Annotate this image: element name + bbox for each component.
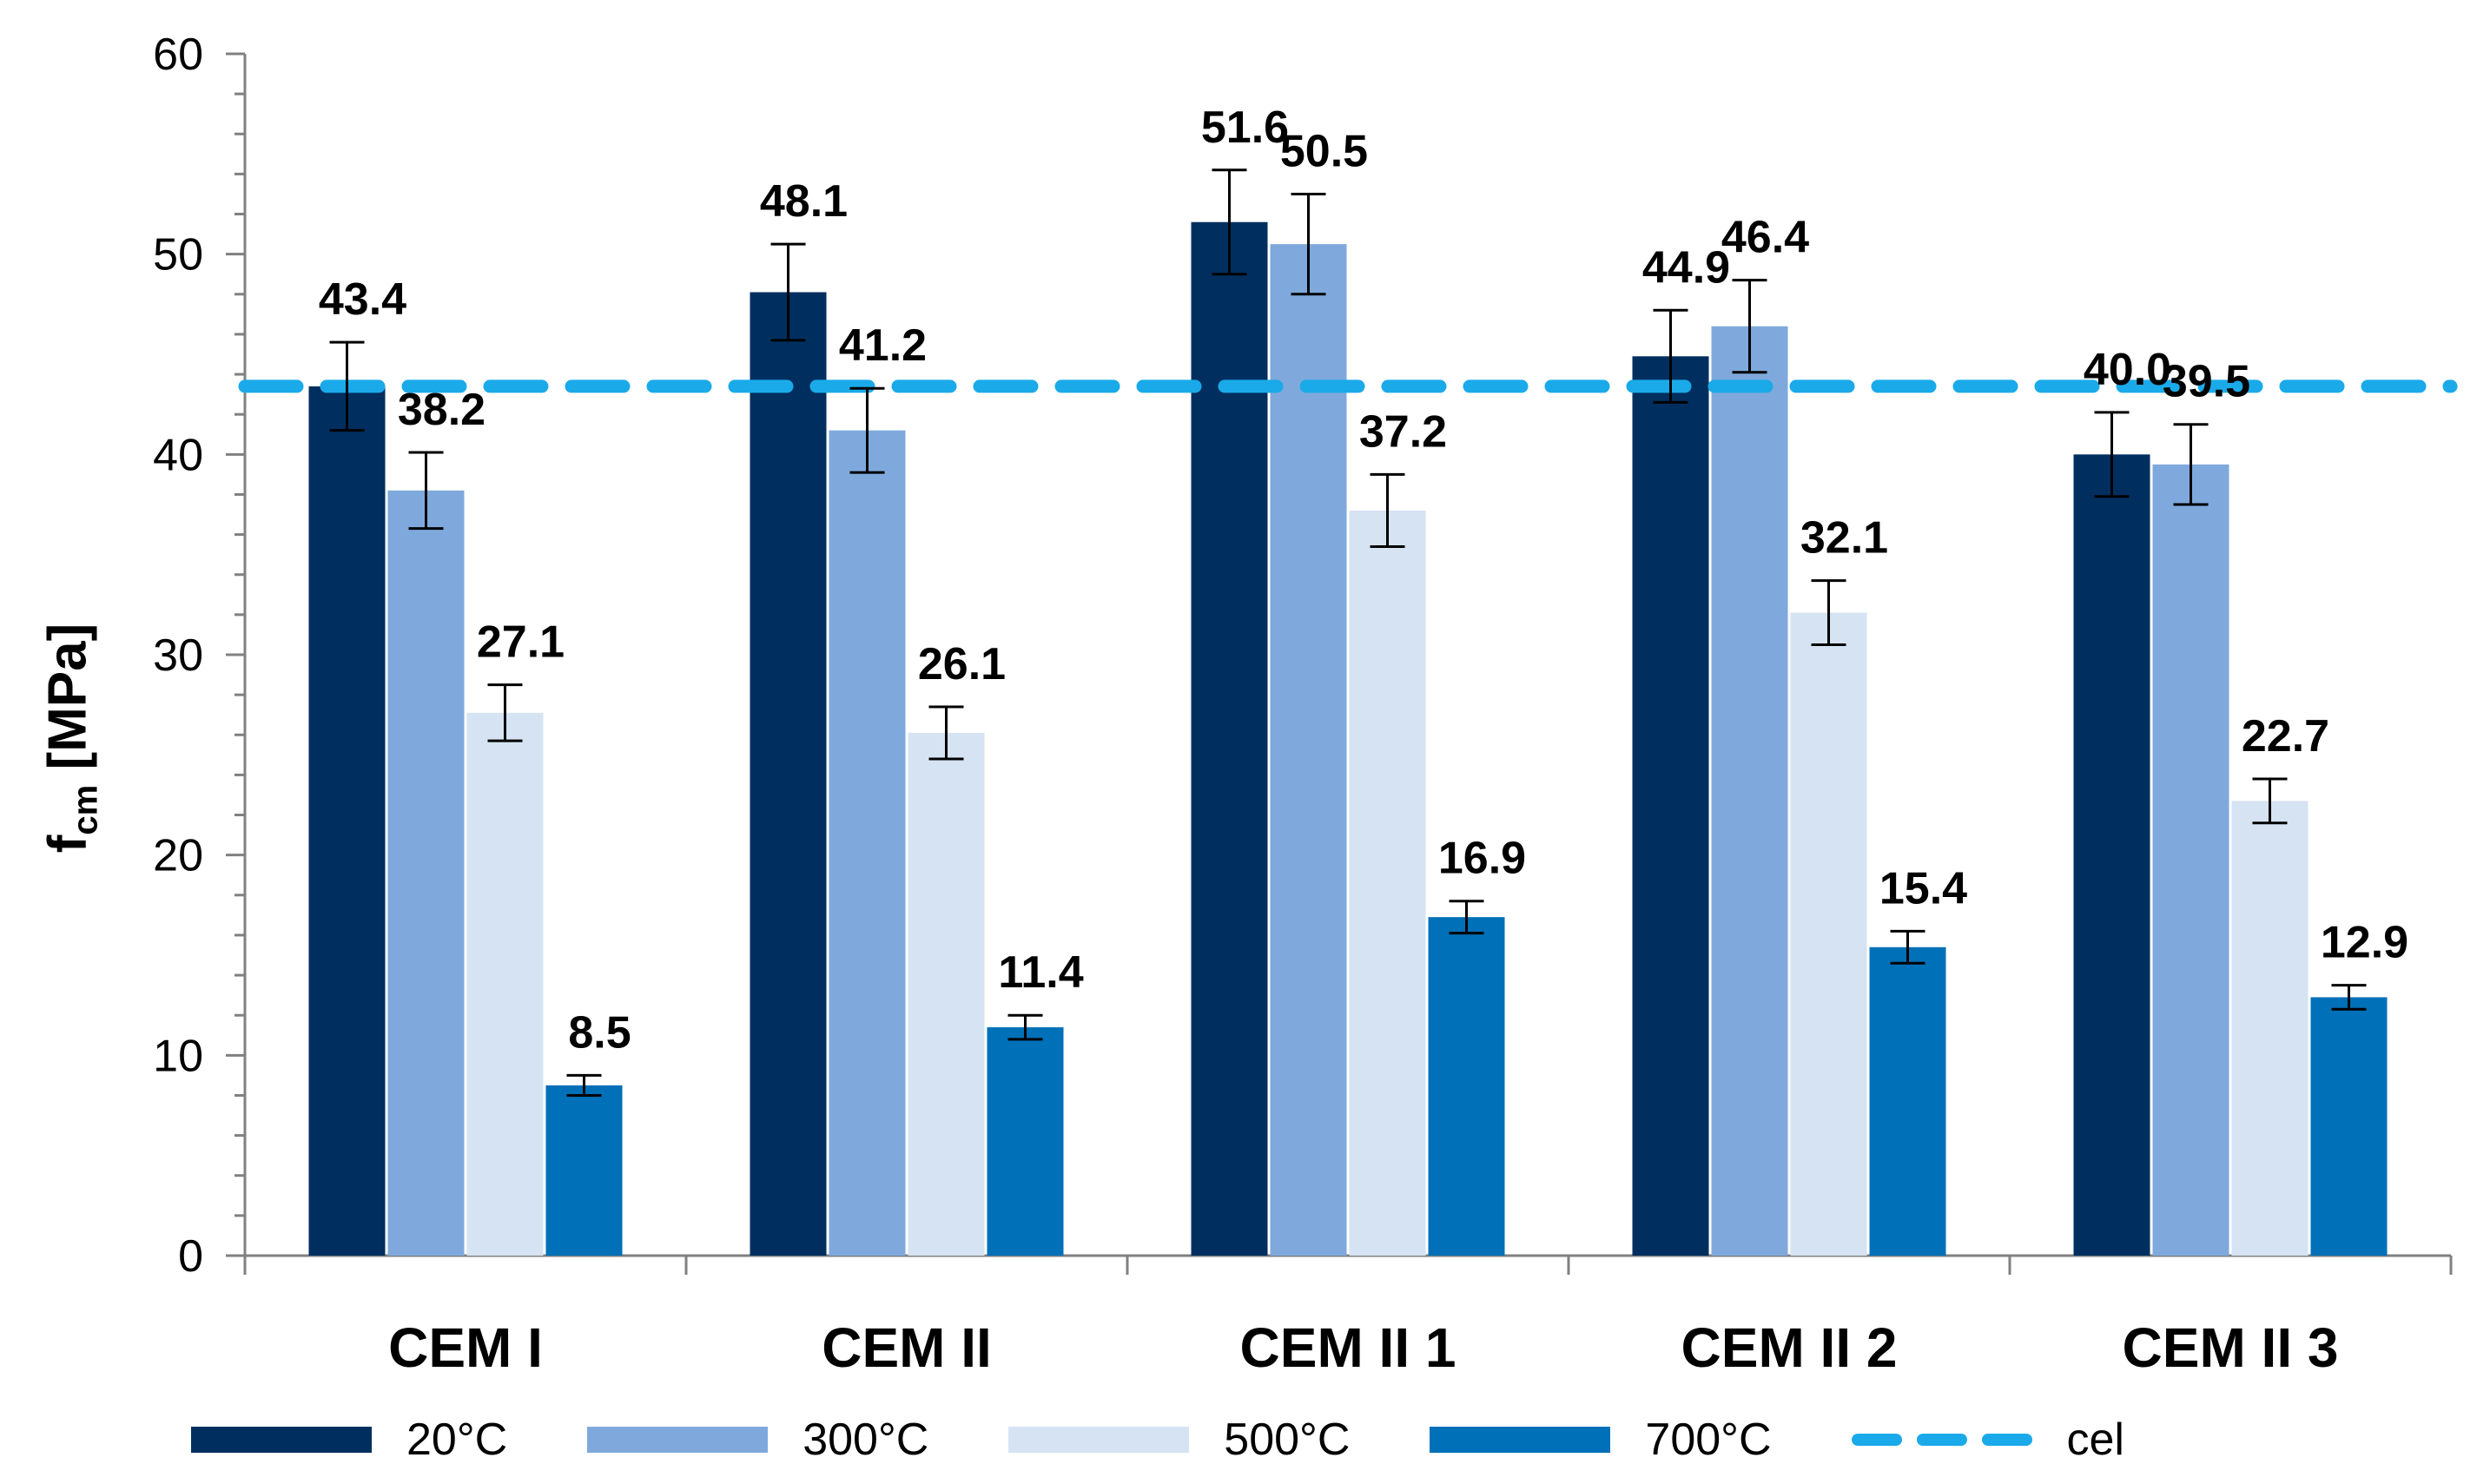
bar [1711,326,1788,1256]
y-tick-label: 30 [153,630,203,681]
legend-item-20c: 20°C [191,1414,587,1466]
data-label: 40.0 [2084,345,2171,395]
legend-item-300c: 300°C [587,1414,1008,1466]
bar [2231,801,2309,1256]
data-label: 15.4 [1879,863,1967,913]
error-bars [329,168,2367,1097]
x-tick-label: CEM II 1 [1240,1316,1456,1379]
data-label: 16.9 [1438,834,1526,884]
bar [1270,244,1347,1256]
bar [829,430,906,1256]
bar [1191,221,1268,1256]
y-tick-label: 10 [153,1031,203,1081]
legend-item-700c: 700°C [1430,1414,1851,1466]
bars [308,221,2388,1256]
y-axis-title-unit: [MPa] [37,623,98,785]
legend: 20°C 300°C 500°C 700°C cel [191,1414,2204,1466]
y-axis-title: fcm [MPa] [10,608,132,868]
data-labels: 43.4 38.2 27.1 8.5 48.1 41.2 26.1 11.4 51.650.5 3… [319,102,2408,1059]
legend-swatch-500c [1008,1427,1190,1453]
data-label: 51.6 [1201,102,1289,153]
bar [987,1027,1064,1256]
bar [308,386,386,1256]
bar [750,292,827,1256]
data-label: 27.1 [477,617,565,668]
bar [1428,917,1505,1256]
legend-swatch-300c [587,1427,769,1453]
y-tick-label: 60 [153,30,203,80]
legend-item-500c: 500°C [1008,1414,1430,1466]
data-label: 8.5 [568,1007,631,1058]
legend-swatch-20c [191,1427,372,1453]
legend-label-20c: 20°C [406,1415,508,1465]
legend-label-cel: cel [2066,1415,2124,1465]
bar [545,1085,623,1256]
bar [2152,464,2229,1256]
data-label: 39.5 [2163,357,2250,407]
legend-label-500c: 500°C [1224,1415,1351,1465]
data-label: 26.1 [918,639,1006,689]
y-axis-title-sub: cm [66,784,105,835]
bar [1632,356,1709,1256]
x-tick-label: CEM I [388,1316,543,1379]
data-label: 38.2 [398,385,485,435]
x-tick-label: CEM II [822,1316,992,1379]
x-tick-labels: CEM I CEM II CEM II 1 CEM II 2 CEM II 3 [388,1316,2338,1379]
bar [1869,946,1946,1256]
y-tick-label: 0 [178,1231,203,1282]
y-tick-label: 20 [153,831,203,881]
bar [2310,997,2388,1256]
y-tick-label: 50 [153,230,203,280]
bar [387,490,465,1256]
y-axis-title-main: f [37,834,98,854]
x-tick-label: CEM II 2 [1681,1316,1898,1379]
legend-item-cel: cel [1851,1414,2204,1466]
bar [1349,510,1426,1256]
legend-swatch-700c [1430,1427,1611,1453]
bar [466,712,544,1256]
legend-label-300c: 300°C [803,1415,929,1465]
data-label: 43.4 [319,274,406,325]
data-label: 46.4 [1721,213,1809,263]
data-label: 41.2 [839,320,927,371]
legend-label-700c: 700°C [1645,1415,1772,1465]
data-label: 37.2 [1359,406,1447,457]
legend-swatch-cel [1851,1427,2032,1453]
bar [908,732,985,1256]
data-label: 50.5 [1280,126,1368,176]
x-tick-label: CEM II 3 [2123,1316,2339,1379]
data-label: 22.7 [2242,711,2329,762]
y-tick-label: 40 [153,430,203,480]
data-label: 12.9 [2321,918,2408,968]
bar [2073,454,2150,1256]
data-label: 48.1 [760,176,848,227]
data-label: 44.9 [1642,242,1730,293]
bar [1790,612,1867,1256]
data-label: 32.1 [1800,513,1888,564]
data-label: 11.4 [998,947,1083,998]
